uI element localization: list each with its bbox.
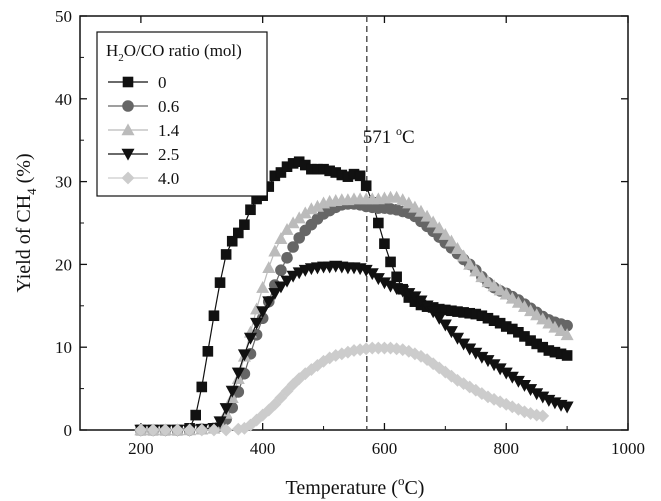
legend-label: 2.5 <box>158 145 179 164</box>
data-point <box>215 278 225 288</box>
data-point <box>373 218 383 228</box>
annotation-main: 571 <box>363 127 396 148</box>
y-tick-label-4: 40 <box>55 90 72 109</box>
annotation-tail: C <box>402 127 415 148</box>
y-tick-label-2: 20 <box>55 255 72 274</box>
data-point <box>263 262 275 273</box>
annotation-label: 571 oC <box>363 124 415 148</box>
y-tick-label-0: 0 <box>64 421 73 440</box>
legend-label: 0 <box>158 73 167 92</box>
data-point <box>239 220 249 230</box>
series-1.4 <box>135 191 573 435</box>
y-axis-title-main: Yield of CH <box>13 195 35 293</box>
legend-marker <box>123 101 134 112</box>
data-point <box>245 205 255 215</box>
legend-label: 4.0 <box>158 169 179 188</box>
legend-label: 1.4 <box>158 121 180 140</box>
x-tick-label-3: 800 <box>493 439 519 458</box>
x-axis-title-main: Temperature ( <box>286 477 399 499</box>
data-point <box>191 410 201 420</box>
x-tick-label-0: 200 <box>128 439 154 458</box>
data-point <box>257 282 269 293</box>
data-point <box>275 265 286 276</box>
data-point <box>282 252 293 263</box>
data-point <box>562 350 572 360</box>
series-line-0.6 <box>141 204 567 430</box>
y-axis-title: Yield of CH4 (%) <box>13 153 39 292</box>
data-point <box>203 346 213 356</box>
y-tick-label-3: 30 <box>55 173 72 192</box>
x-tick-label-4: 1000 <box>611 439 645 458</box>
x-axis-title-tail: C) <box>404 477 424 499</box>
data-point <box>379 239 389 249</box>
data-point <box>209 311 219 321</box>
data-point <box>355 171 365 181</box>
legend-label: 0.6 <box>158 97 179 116</box>
data-point <box>221 249 231 259</box>
x-axis-title: Temperature (oC) <box>286 473 425 499</box>
y-tick-label-5: 50 <box>55 7 72 26</box>
data-point <box>269 245 281 256</box>
legend: H2O/CO ratio (mol) 0 0.6 1.4 2.5 4.0 <box>97 32 267 196</box>
legend-title-main: H <box>106 41 118 60</box>
series-layer <box>135 157 573 436</box>
x-tick-label-1: 400 <box>250 439 276 458</box>
data-point <box>386 257 396 267</box>
data-point <box>392 272 402 282</box>
y-axis-title-tail: (%) <box>13 153 35 188</box>
data-point <box>197 382 207 392</box>
data-point <box>361 181 371 191</box>
legend-marker <box>123 77 133 87</box>
x-tick-label-2: 600 <box>372 439 398 458</box>
series-line-1.4 <box>141 197 567 430</box>
legend-title-tail: O/CO ratio (mol) <box>124 41 242 60</box>
y-tick-label-1: 10 <box>55 338 72 357</box>
